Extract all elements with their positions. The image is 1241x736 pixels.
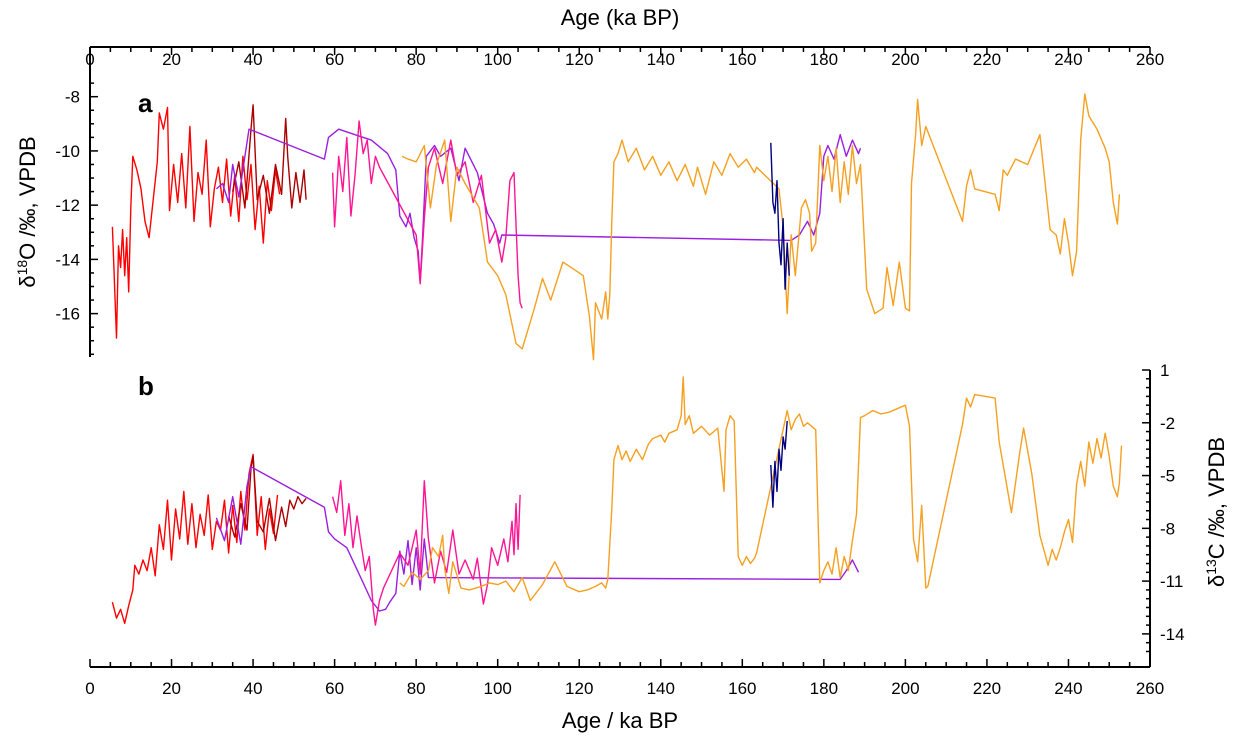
top-x-tick-label: 220: [973, 50, 1001, 69]
bottom-x-tick-label: 180: [810, 679, 838, 698]
series-line-a-1: [232, 104, 307, 214]
panel-b-ylabel-delta: δ: [1204, 575, 1229, 587]
bottom-x-tick-label: 120: [565, 679, 593, 698]
panel-a-y-axis: -8 -10 -12 -14 -16: [55, 47, 98, 357]
bottom-x-tick-label: 140: [647, 679, 675, 698]
series-line-a-5: [770, 142, 790, 290]
panel-a-y-axis-title: δ18O /‰, VPDB: [14, 136, 40, 287]
y-tick-label: -8: [65, 88, 80, 107]
panel-a-series: [111, 93, 1121, 361]
panel-b-series: [111, 376, 1123, 626]
series-line-a-2: [215, 128, 862, 282]
top-x-tick-label: 120: [565, 50, 593, 69]
panel-a-ylabel-rest: O /‰, VPDB: [15, 136, 40, 259]
bottom-x-tick-label: 0: [85, 679, 94, 698]
y-tick-label: -10: [55, 142, 80, 161]
top-x-tick-label: 100: [484, 50, 512, 69]
bottom-x-axis: 0 20 40 60 80 100 120 140 160 180 200 220 240 260 Age…: [85, 659, 1164, 733]
y-tick-label: -14: [55, 250, 80, 269]
bottom-x-axis-marks: 0 20 40 60 80 100 120 140 160 180 200 220 240 260: [85, 659, 1164, 698]
top-x-tick-label: 20: [162, 50, 181, 69]
top-x-tick-label: 160: [728, 50, 756, 69]
bottom-x-tick-label: 20: [162, 679, 181, 698]
panel-a-label: a: [138, 88, 153, 118]
series-line-a-0: [111, 106, 281, 339]
series-line-b-2: [215, 466, 860, 612]
y-tick-label: -16: [55, 305, 80, 324]
panel-b-y-axis-title: δ13C /‰, VPDB: [1203, 437, 1229, 587]
panel-b-y-axis: 1 -2 -5 -8 -11 -14: [1142, 361, 1185, 667]
panel-b-ylabel-rest: C /‰, VPDB: [1204, 437, 1229, 559]
series-line-b-1: [227, 455, 307, 542]
series-line-a-3: [331, 120, 523, 309]
bottom-x-tick-label: 80: [407, 679, 426, 698]
top-x-tick-label: 140: [647, 50, 675, 69]
series-line-b-3: [331, 480, 521, 626]
series-line-b-0: [111, 453, 279, 624]
series-line-a-4: [401, 93, 1121, 361]
y-tick-label: -12: [55, 196, 80, 215]
panel-b: b 1 -2 -5 -8 -11 -14 δ13C /‰, VPDB: [111, 361, 1229, 667]
top-x-axis-title: Age (ka BP): [561, 5, 680, 30]
y-tick-label: -2: [1160, 414, 1175, 433]
top-x-tick-label: 180: [810, 50, 838, 69]
top-x-tick-label: 260: [1136, 50, 1164, 69]
top-x-tick-label: 200: [891, 50, 919, 69]
panel-a: a -8 -10 -12 -14 -16 δ18O /‰, VPDB: [14, 47, 1121, 361]
top-x-tick-label: 240: [1054, 50, 1082, 69]
top-x-tick-label: 80: [407, 50, 426, 69]
series-line-b-4: [399, 376, 1123, 602]
top-x-tick-label: 60: [325, 50, 344, 69]
bottom-x-tick-label: 40: [244, 679, 263, 698]
panel-a-ylabel-delta: δ: [15, 275, 40, 287]
y-tick-label: -14: [1160, 625, 1185, 644]
y-tick-label: 1: [1160, 361, 1169, 380]
bottom-x-tick-label: 200: [891, 679, 919, 698]
bottom-x-tick-label: 240: [1054, 679, 1082, 698]
panel-a-ylabel-sup: 18: [14, 260, 30, 276]
bottom-x-tick-label: 220: [973, 679, 1001, 698]
y-tick-label: -11: [1160, 572, 1183, 591]
y-tick-label: -5: [1160, 467, 1175, 486]
bottom-x-tick-label: 100: [484, 679, 512, 698]
bottom-x-tick-label: 160: [728, 679, 756, 698]
top-x-tick-label: 40: [244, 50, 263, 69]
bottom-x-tick-label: 260: [1136, 679, 1164, 698]
panel-b-label: b: [138, 371, 154, 401]
series-line-b-5: [770, 420, 788, 508]
y-tick-label: -8: [1160, 519, 1175, 538]
bottom-x-tick-label: 60: [325, 679, 344, 698]
bottom-x-axis-title: Age / ka BP: [562, 708, 678, 733]
panel-b-ylabel-sup: 13: [1203, 559, 1219, 575]
